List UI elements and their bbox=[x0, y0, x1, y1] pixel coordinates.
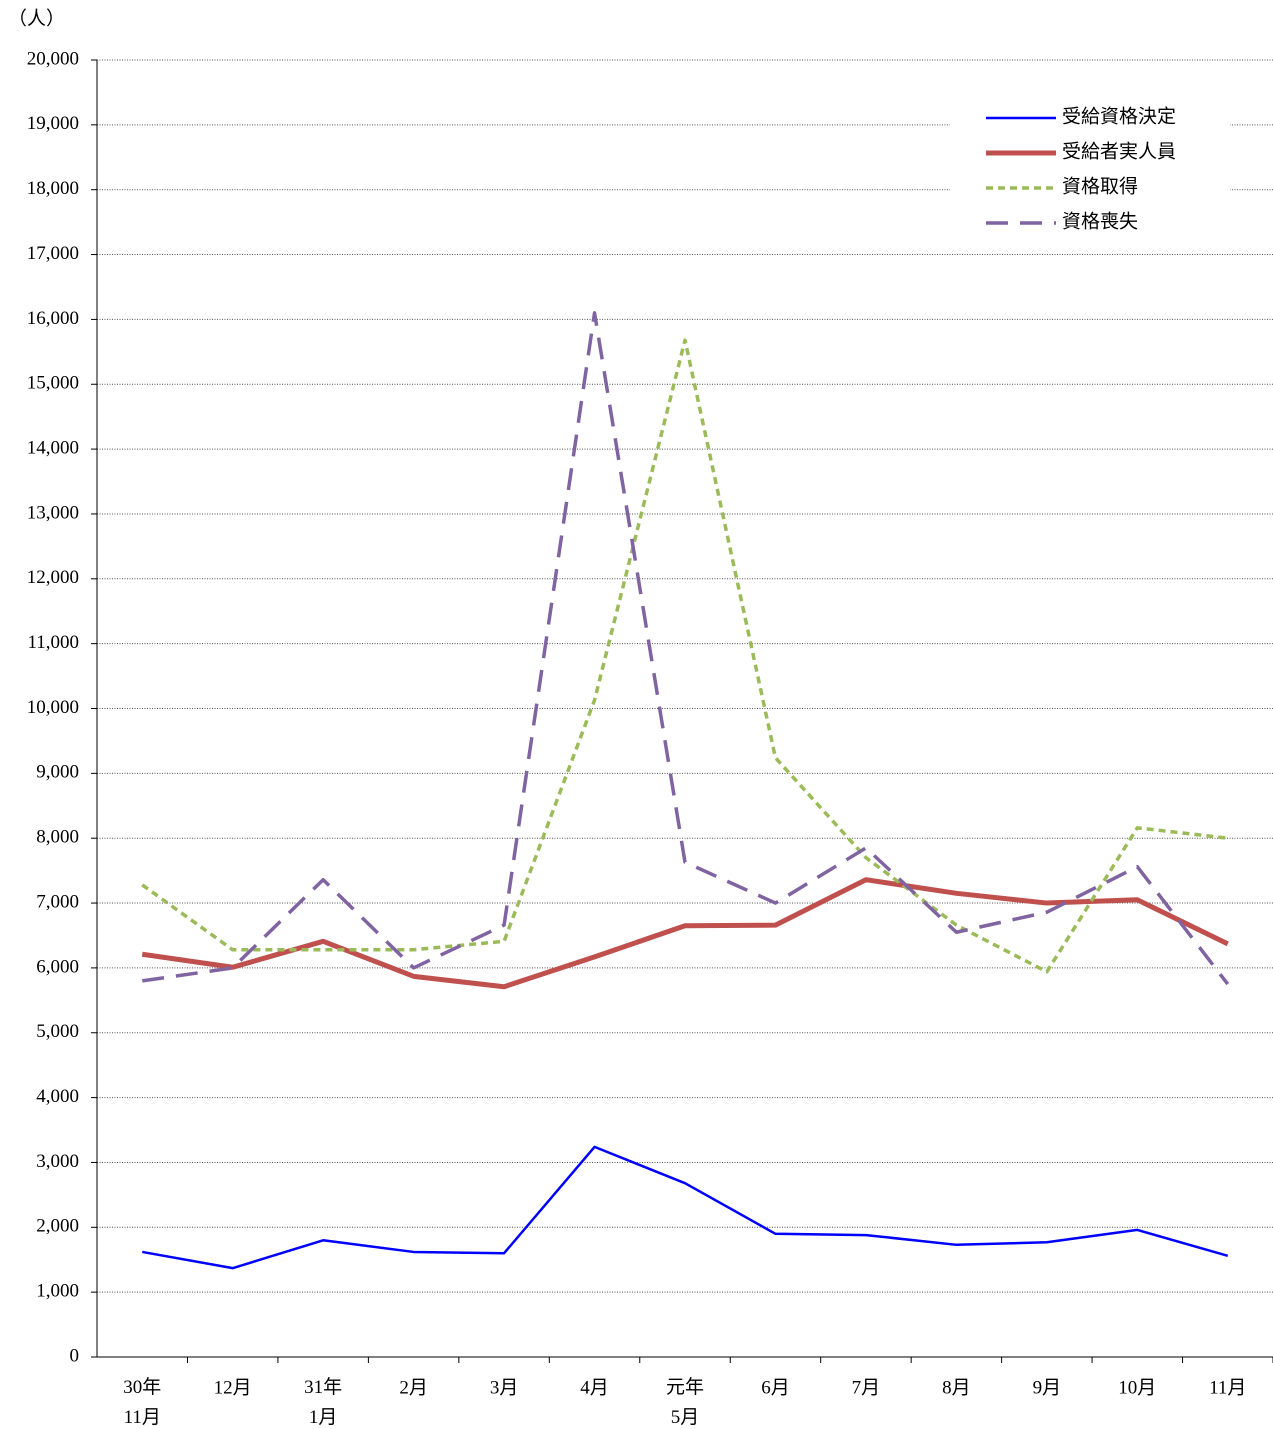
y-tick-label: 15,000 bbox=[27, 373, 79, 394]
series-line bbox=[141, 311, 1230, 986]
y-tick-label: 14,000 bbox=[27, 437, 79, 458]
x-tick-label: 4月 bbox=[580, 1377, 609, 1398]
y-tick-label: 19,000 bbox=[27, 113, 79, 134]
y-tick-label: 10,000 bbox=[27, 697, 79, 718]
x-tick-label: 3月 bbox=[490, 1377, 519, 1398]
x-tick-label: 11月 bbox=[1209, 1377, 1246, 1398]
y-tick-label: 2,000 bbox=[36, 1216, 79, 1237]
y-tick-label: 5,000 bbox=[36, 1021, 79, 1042]
y-axis-unit: （人） bbox=[8, 7, 65, 29]
y-tick-label: 8,000 bbox=[36, 827, 79, 848]
x-tick-label: 12月 bbox=[214, 1377, 252, 1398]
y-tick-label: 4,000 bbox=[36, 1086, 79, 1107]
legend-label: 資格取得 bbox=[1062, 175, 1138, 197]
x-tick-label: 8月 bbox=[942, 1377, 971, 1398]
x-tick-label: 7月 bbox=[852, 1377, 881, 1398]
x-tick-label: 元年 5月 bbox=[666, 1376, 704, 1428]
legend-label: 受給資格決定 bbox=[1062, 105, 1176, 127]
x-tick-label: 6月 bbox=[761, 1377, 790, 1398]
y-tick-label: 17,000 bbox=[27, 243, 79, 264]
y-tick-label: 1,000 bbox=[36, 1281, 79, 1302]
y-tick-label: 6,000 bbox=[36, 956, 79, 977]
x-tick-label: 9月 bbox=[1033, 1377, 1062, 1398]
x-tick-label: 10月 bbox=[1118, 1377, 1156, 1398]
y-tick-label: 3,000 bbox=[36, 1151, 79, 1172]
y-tick-label: 16,000 bbox=[27, 308, 79, 329]
legend-box bbox=[950, 100, 1230, 240]
y-tick-label: 20,000 bbox=[27, 48, 79, 69]
y-tick-label: 0 bbox=[70, 1345, 80, 1366]
legend-label: 資格喪失 bbox=[1062, 210, 1138, 232]
x-tick-label: 2月 bbox=[399, 1377, 428, 1398]
y-tick-label: 9,000 bbox=[36, 762, 79, 783]
y-tick-label: 12,000 bbox=[27, 567, 79, 588]
y-tick-label: 13,000 bbox=[27, 502, 79, 523]
x-tick-label: 30年 11月 bbox=[123, 1376, 161, 1428]
x-tick-label: 31年 1月 bbox=[304, 1376, 342, 1428]
series-line bbox=[141, 877, 1229, 990]
y-tick-label: 11,000 bbox=[27, 632, 79, 653]
legend-label: 受給者実人員 bbox=[1062, 140, 1176, 162]
y-tick-label: 18,000 bbox=[27, 178, 79, 199]
y-tick-label: 7,000 bbox=[36, 891, 79, 912]
series-line bbox=[141, 338, 1228, 974]
series-line bbox=[142, 1145, 1229, 1270]
